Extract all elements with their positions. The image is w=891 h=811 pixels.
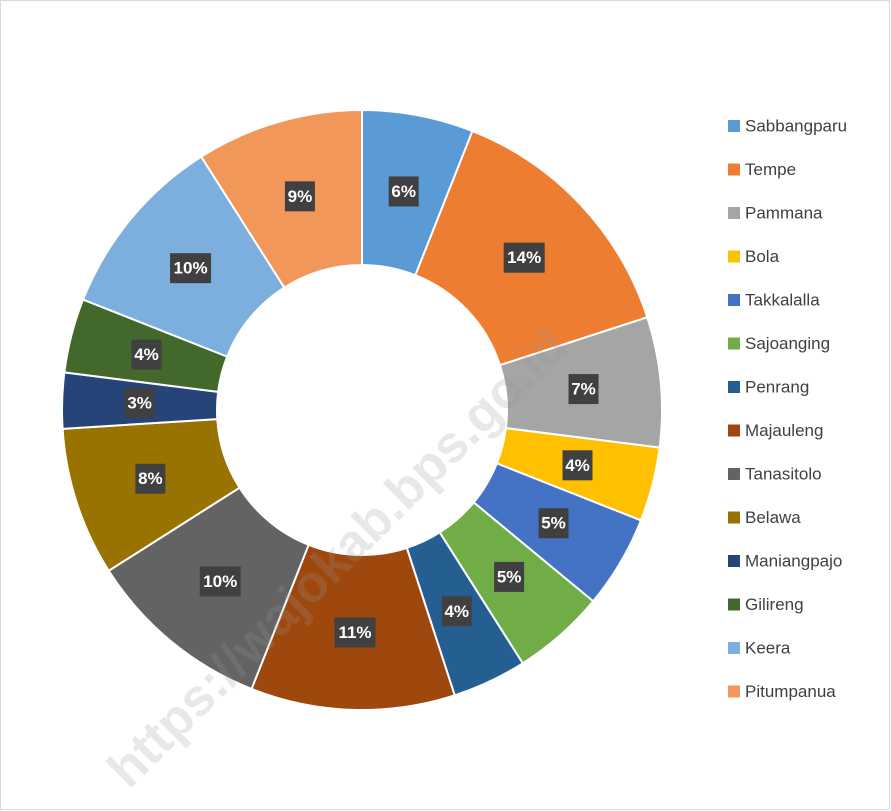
legend-label: Tanasitolo bbox=[745, 464, 822, 483]
donut-slice bbox=[199, 108, 363, 289]
data-label-box bbox=[503, 242, 545, 273]
data-label: 5% bbox=[541, 514, 566, 533]
legend-swatch bbox=[728, 294, 740, 306]
data-labels: 6% 14% 7% 4% 5% 5% 4% 11% 10% 8% 3% 4% 10% 9% bbox=[124, 176, 599, 648]
legend-label: Penrang bbox=[745, 377, 809, 396]
data-label: 10% bbox=[174, 259, 208, 278]
data-label: 11% bbox=[338, 623, 371, 642]
data-label: 6% bbox=[391, 182, 416, 201]
legend-swatch bbox=[728, 468, 740, 480]
legend-label: Tempe bbox=[745, 160, 796, 179]
data-label: 7% bbox=[571, 380, 596, 399]
legend-label: Majauleng bbox=[745, 421, 823, 440]
legend-swatch bbox=[728, 555, 740, 567]
data-label: 14% bbox=[507, 248, 541, 267]
legend-swatch bbox=[728, 337, 740, 350]
data-label-box bbox=[131, 339, 162, 370]
legend-label: Keera bbox=[745, 638, 791, 657]
legend-label: Pammana bbox=[745, 203, 823, 222]
legend-swatch bbox=[728, 598, 740, 611]
data-label: 9% bbox=[288, 187, 313, 206]
data-label-box bbox=[124, 388, 155, 419]
data-label-box bbox=[568, 374, 599, 405]
legend-swatch bbox=[728, 250, 740, 263]
legend-swatch bbox=[728, 642, 740, 654]
legend-label: Sabbangparu bbox=[745, 116, 847, 135]
data-label: 4% bbox=[134, 345, 159, 364]
legend-swatch bbox=[728, 120, 740, 132]
data-label: 8% bbox=[138, 469, 163, 488]
data-label-box bbox=[284, 181, 315, 212]
legend: Sabbangparu Tempe Pammana Bola Takkalalla Saj… bbox=[720, 105, 870, 717]
legend-swatch bbox=[728, 163, 740, 176]
data-label-box bbox=[538, 508, 569, 539]
data-label-box bbox=[388, 176, 419, 207]
data-label-box bbox=[334, 617, 376, 648]
legend-box bbox=[720, 105, 870, 717]
legend-label: Bola bbox=[745, 247, 780, 266]
legend-swatch bbox=[728, 511, 740, 524]
legend-swatch bbox=[728, 685, 740, 698]
data-label-box bbox=[170, 253, 212, 284]
legend-swatch bbox=[728, 424, 740, 437]
legend-label: Takkalalla bbox=[745, 290, 820, 309]
data-label-box bbox=[199, 566, 241, 597]
data-label-box bbox=[135, 463, 166, 494]
data-label-box bbox=[562, 450, 593, 481]
data-label: 5% bbox=[497, 567, 522, 586]
data-label: 3% bbox=[127, 393, 152, 412]
legend-label: Gilireng bbox=[745, 595, 804, 614]
legend-label: Maniangpajo bbox=[745, 551, 842, 570]
legend-label: Belawa bbox=[745, 508, 801, 527]
data-label: 4% bbox=[565, 456, 590, 475]
legend-swatch bbox=[728, 381, 740, 393]
data-label-box bbox=[494, 561, 525, 592]
data-label: 10% bbox=[203, 572, 237, 591]
data-label: 4% bbox=[444, 602, 469, 621]
data-label-box bbox=[441, 596, 472, 627]
legend-label: Pitumpanua bbox=[745, 682, 836, 701]
legend-label: Sajoanging bbox=[745, 334, 830, 353]
legend-swatch bbox=[728, 207, 740, 219]
